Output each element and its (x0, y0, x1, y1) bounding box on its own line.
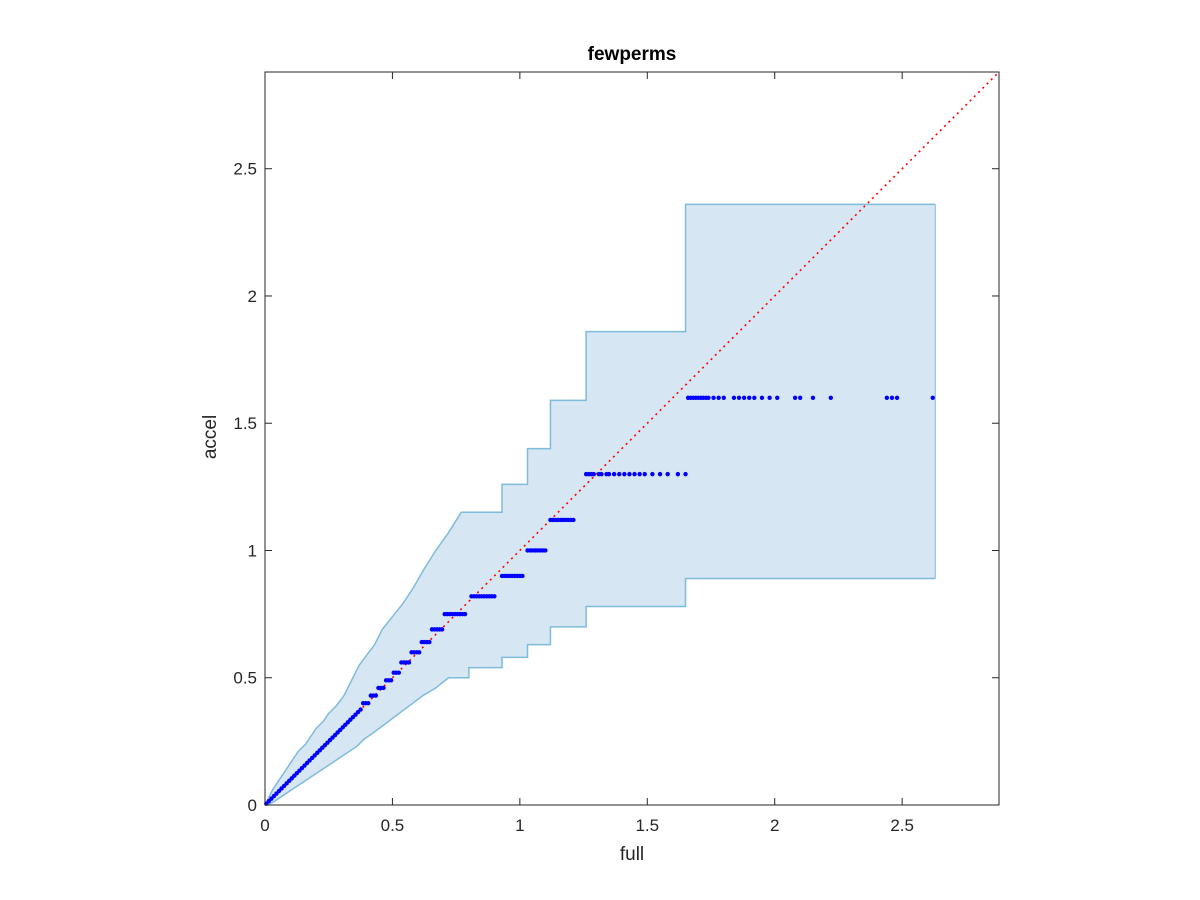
data-point (381, 685, 386, 691)
data-point (637, 471, 642, 477)
y-axis-label: accel (200, 415, 221, 459)
data-point (792, 395, 798, 400)
x-tick-label: 2 (770, 816, 779, 835)
data-point (462, 611, 468, 617)
data-point (439, 627, 445, 632)
data-point (366, 700, 371, 706)
data-point (571, 517, 576, 523)
x-tick-label: 0 (260, 816, 269, 835)
y-tick-label: 2.5 (233, 160, 257, 179)
data-point (752, 395, 757, 400)
data-point (759, 395, 765, 400)
data-point (736, 395, 742, 400)
band-upper-edge (264, 203, 936, 806)
data-point (599, 471, 604, 477)
y-tick-label: 0 (248, 796, 257, 815)
data-point (716, 395, 721, 400)
data-point (416, 650, 422, 655)
data-point (711, 395, 716, 400)
data-point (492, 594, 497, 599)
data-point (622, 471, 627, 477)
data-point (731, 395, 737, 400)
data-point (657, 471, 663, 477)
data-point (591, 471, 596, 477)
axes-box (264, 71, 1000, 806)
data-point (388, 678, 394, 683)
y-tick-label: 0.5 (233, 669, 257, 688)
data-point (373, 693, 379, 698)
x-axis-label: full (620, 844, 644, 865)
axes: 0 0.5 1 1.5 2 2.5 0 0.5 1 1.5 2 2.5 (233, 71, 1000, 835)
x-tick-label: 2.5 (890, 816, 914, 835)
data-point (642, 471, 647, 477)
data-point (889, 395, 895, 400)
x-tick-label: 1.5 (635, 816, 659, 835)
data-point (543, 548, 548, 553)
data-point (775, 395, 780, 400)
data-point (427, 639, 432, 645)
data-point (606, 471, 612, 477)
data-point (665, 471, 670, 477)
reference-line (264, 71, 1000, 806)
band-lower-edge (264, 577, 936, 806)
data-point (611, 471, 617, 477)
data-point (884, 395, 890, 400)
data-point (396, 670, 402, 675)
data-point (675, 471, 681, 477)
data-point (930, 395, 935, 400)
data-point (741, 395, 747, 400)
x-tick-label: 0.5 (381, 816, 405, 835)
data-point (520, 573, 525, 579)
data-point (650, 471, 655, 477)
data-point (632, 471, 637, 477)
data-point (683, 471, 688, 477)
data-point (894, 395, 900, 400)
y-tick-label: 1 (248, 541, 257, 560)
y-tick-label: 2 (248, 287, 257, 306)
plot-area (264, 71, 1000, 806)
data-point (358, 707, 363, 712)
chart-title: fewperms (588, 44, 677, 65)
data-point (798, 395, 803, 400)
data-point (721, 395, 726, 400)
data-point (406, 660, 412, 665)
data-point (828, 395, 833, 400)
data-point (617, 471, 622, 477)
x-tick-label: 1 (515, 816, 524, 835)
confidence-band (265, 204, 936, 805)
data-point (810, 395, 816, 400)
data-point (767, 395, 772, 400)
data-point (747, 395, 752, 400)
y-tick-label: 1.5 (233, 414, 257, 433)
data-point (706, 395, 711, 400)
data-point (627, 471, 632, 477)
